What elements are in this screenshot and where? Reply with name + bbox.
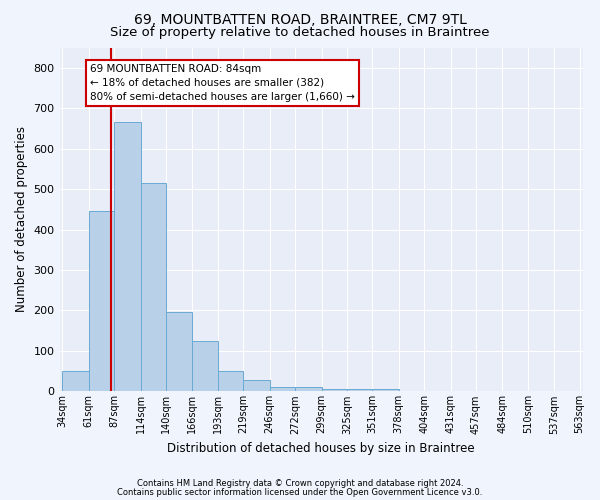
Y-axis label: Number of detached properties: Number of detached properties [15, 126, 28, 312]
Bar [89, 212, 114, 392]
Bar [295, 388, 322, 392]
Bar [270, 388, 295, 392]
Bar [347, 388, 373, 392]
Bar [114, 122, 140, 392]
Bar [244, 380, 270, 392]
Bar [373, 388, 399, 392]
Bar [140, 183, 166, 392]
Text: Contains HM Land Registry data © Crown copyright and database right 2024.: Contains HM Land Registry data © Crown c… [137, 478, 463, 488]
Bar [322, 388, 347, 392]
Bar [166, 312, 191, 392]
Text: 69 MOUNTBATTEN ROAD: 84sqm
← 18% of detached houses are smaller (382)
80% of sem: 69 MOUNTBATTEN ROAD: 84sqm ← 18% of deta… [90, 64, 355, 102]
Bar [218, 371, 244, 392]
Bar [62, 371, 89, 392]
X-axis label: Distribution of detached houses by size in Braintree: Distribution of detached houses by size … [167, 442, 475, 455]
Text: Size of property relative to detached houses in Braintree: Size of property relative to detached ho… [110, 26, 490, 39]
Text: Contains public sector information licensed under the Open Government Licence v3: Contains public sector information licen… [118, 488, 482, 497]
Text: 69, MOUNTBATTEN ROAD, BRAINTREE, CM7 9TL: 69, MOUNTBATTEN ROAD, BRAINTREE, CM7 9TL [134, 12, 466, 26]
Bar [191, 341, 218, 392]
